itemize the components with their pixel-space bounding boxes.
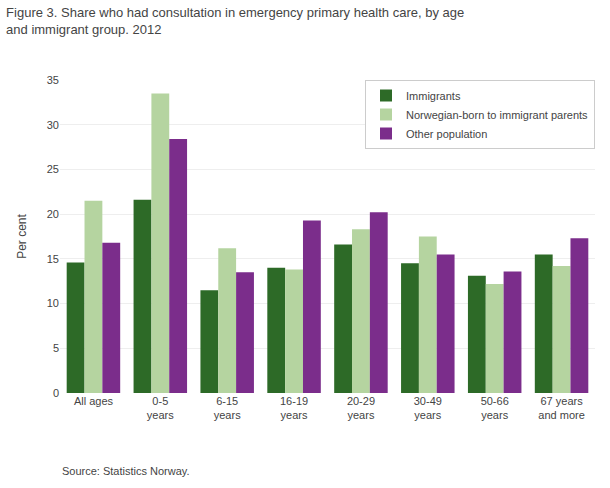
svg-text:50-66years: 50-66years: [481, 395, 509, 421]
svg-text:0-5years: 0-5years: [147, 395, 174, 421]
svg-text:Norwegian-born to immigrant pa: Norwegian-born to immigrant parents: [406, 109, 588, 121]
svg-text:25: 25: [47, 163, 59, 175]
svg-text:Per cent: Per cent: [15, 213, 29, 258]
svg-text:67 yearsand more: 67 yearsand more: [538, 395, 584, 421]
svg-text:30: 30: [47, 119, 59, 131]
svg-text:Other population: Other population: [406, 128, 487, 140]
svg-text:Source: Statistics Norway.: Source: Statistics Norway.: [62, 465, 190, 477]
svg-text:Figure 3. Share who had consul: Figure 3. Share who had consultation in …: [6, 5, 464, 37]
svg-text:6-15years: 6-15years: [214, 395, 241, 421]
svg-text:20-29years: 20-29years: [347, 395, 375, 421]
svg-text:20: 20: [47, 208, 59, 220]
svg-text:16-19years: 16-19years: [280, 395, 308, 421]
svg-text:30-49years: 30-49years: [414, 395, 442, 421]
svg-text:5: 5: [53, 342, 59, 354]
svg-text:15: 15: [47, 253, 59, 265]
svg-text:35: 35: [47, 74, 59, 86]
svg-text:All ages: All ages: [74, 395, 114, 407]
svg-text:0: 0: [53, 387, 59, 399]
svg-text:Immigrants: Immigrants: [406, 90, 461, 102]
svg-text:10: 10: [47, 297, 59, 309]
